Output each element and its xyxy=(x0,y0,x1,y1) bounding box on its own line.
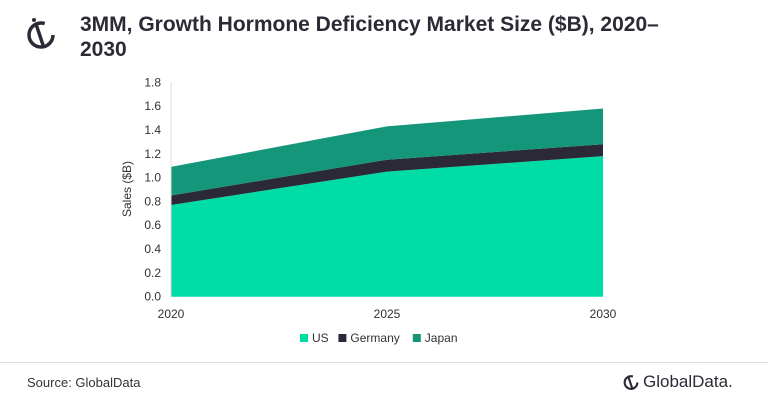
globaldata-logo-icon xyxy=(623,375,639,390)
legend-label-us: US xyxy=(312,331,329,345)
y-axis-label: Sales ($B) xyxy=(120,161,134,217)
y-tick-label: 0.6 xyxy=(144,218,161,232)
area-germany xyxy=(171,144,603,205)
x-tick-label: 2025 xyxy=(374,307,401,321)
area-us xyxy=(171,156,603,297)
legend-swatch-japan xyxy=(412,334,421,342)
stacked-area-chart: 0.0 0.2 0.4 0.6 0.8 1.0 1.2 1.4 1.6 1.8 2020 2025 20… xyxy=(120,75,617,345)
y-tick-label: 1.8 xyxy=(144,75,161,89)
x-tick-label: 2020 xyxy=(158,307,185,321)
y-tick-label: 1.0 xyxy=(144,171,161,185)
y-tick-label: 1.6 xyxy=(144,99,161,113)
legend-swatch-us xyxy=(300,334,308,342)
area-japan xyxy=(171,108,603,196)
y-tick-label: 1.4 xyxy=(144,123,161,137)
divider xyxy=(0,362,768,363)
x-tick-label: 2030 xyxy=(590,307,617,321)
legend-swatch-germany xyxy=(338,334,347,342)
y-tick-label: 0.4 xyxy=(144,242,161,256)
y-tick-label: 0.2 xyxy=(144,266,161,280)
brand-logo: GlobalData. xyxy=(622,372,733,392)
y-tick-label: 1.2 xyxy=(144,147,161,161)
brand-name: GlobalData. xyxy=(643,372,733,391)
y-tick-label: 0.0 xyxy=(144,290,161,304)
legend-label-germany: Germany xyxy=(350,331,399,345)
source-text: Source: GlobalData xyxy=(27,375,141,390)
y-tick-label: 0.8 xyxy=(144,194,161,208)
legend-label-japan: Japan xyxy=(425,331,458,345)
globaldata-logo-icon xyxy=(27,18,55,49)
chart-title: 3MM, Growth Hormone Deficiency Market Si… xyxy=(80,13,659,61)
